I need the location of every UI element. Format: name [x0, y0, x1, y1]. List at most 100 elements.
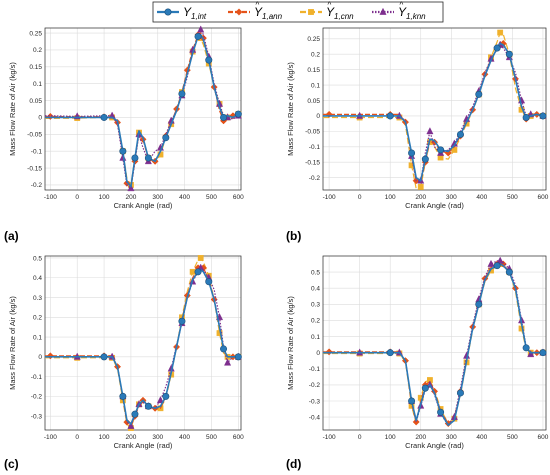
data-point-int — [539, 349, 547, 357]
panel-label: (b) — [286, 229, 301, 243]
chart-panel-c: -100 0 100 200 300 400 500 600 -0.3 -0.2 -0.1 0 0.1 0… — [4, 255, 244, 471]
y-tick-label: 0 — [38, 115, 42, 122]
y-tick-label: -0.1 — [309, 366, 321, 373]
legend-label-knn: Y1,knn — [398, 5, 426, 21]
legend-marker-cnn — [308, 9, 314, 15]
y-tick-labels: -0.2 -0.15 -0.1 -0.05 0 0.05 0.1 0.15 0.2 0.25 — [27, 30, 42, 189]
data-point-int — [456, 389, 464, 397]
legend-entry-int: Y1,int — [157, 5, 207, 21]
y-tick-label: 0 — [316, 113, 320, 120]
data-point-int — [539, 112, 547, 120]
y-tick-labels: -0.2 -0.15 -0.1 -0.05 0 0.05 0.1 0.15 0.2 0.25 — [305, 36, 320, 182]
x-tick-label: 200 — [415, 194, 426, 201]
data-point-int — [493, 262, 501, 270]
y-tick-label: 0.2 — [33, 315, 42, 322]
x-tick-label: 500 — [206, 194, 217, 201]
data-point-knn — [487, 259, 495, 267]
y-tick-label: 0.1 — [311, 82, 320, 89]
series-line-cnn — [323, 32, 546, 190]
y-tick-label: 0.2 — [33, 47, 42, 54]
data-point-int — [178, 90, 186, 98]
y-tick-label: 0.1 — [33, 81, 42, 88]
data-point-ann — [412, 418, 420, 426]
x-tick-label: 0 — [75, 434, 79, 441]
x-tick-label: 0 — [75, 194, 79, 201]
y-tick-label: 0.3 — [33, 295, 42, 302]
data-point-int — [220, 345, 228, 353]
data-point-int — [437, 408, 445, 416]
data-point-int — [421, 155, 429, 163]
axes-box — [322, 27, 547, 191]
y-tick-label: -0.4 — [309, 414, 321, 421]
x-tick-label: 300 — [152, 434, 163, 441]
panel-label: (c) — [4, 457, 19, 471]
data-point-int — [386, 349, 394, 357]
y-tick-label: -0.2 — [31, 394, 43, 401]
data-point-int — [522, 113, 530, 121]
data-point-int — [437, 146, 445, 154]
data-point-int — [505, 268, 513, 276]
data-point-cnn — [497, 29, 504, 36]
chart-panel-d: -100 0 100 200 300 400 500 600 -0.4 -0.3 -0.2 -0.1 0… — [286, 255, 549, 471]
legend-label-cnn: Y1,cnn — [326, 5, 354, 21]
legend-label-ann: Y1,ann — [254, 5, 283, 21]
y-tick-label: 0 — [38, 354, 42, 361]
y-tick-label: 0.25 — [307, 36, 320, 43]
x-tick-label: 500 — [507, 434, 518, 441]
y-tick-label: 0.5 — [311, 269, 320, 276]
data-point-int — [475, 300, 483, 308]
axes-box — [322, 255, 547, 431]
y-tick-label: -0.3 — [309, 398, 321, 405]
data-point-int — [100, 353, 108, 361]
y-axis-label: Mass Flow Rate of Air (kg/s) — [8, 62, 17, 156]
y-tick-label: 0.25 — [29, 30, 42, 37]
x-tick-labels: -100 0 100 200 300 400 500 600 — [44, 194, 244, 201]
data-point-int — [234, 353, 242, 361]
x-tick-label: 200 — [125, 434, 136, 441]
y-tick-labels: -0.4 -0.3 -0.2 -0.1 0 0.1 0.2 0.3 0.4 0.5 — [309, 269, 321, 421]
chart-panel-a: -100 0 100 200 300 400 500 600 -0.2 -0.15 -0.1 -0.0… — [4, 25, 244, 243]
data-point-int — [144, 154, 152, 162]
data-point-int — [505, 50, 513, 58]
y-axis-label: Mass Flow Rate of Air (kg/s) — [286, 296, 295, 390]
y-tick-label: 0.1 — [311, 334, 320, 341]
x-tick-label: 400 — [179, 434, 190, 441]
y-tick-label: -0.3 — [31, 413, 43, 420]
data-point-knn — [156, 396, 164, 404]
y-tick-label: -0.15 — [305, 160, 320, 167]
grid — [323, 256, 546, 430]
y-tick-label: -0.1 — [309, 144, 321, 151]
x-tick-label: 300 — [152, 194, 163, 201]
panel-label: (a) — [4, 229, 19, 243]
x-tick-label: 600 — [233, 434, 244, 441]
data-point-int — [386, 112, 394, 120]
y-tick-label: -0.1 — [31, 148, 43, 155]
data-point-int — [131, 410, 139, 418]
series-line-int — [323, 263, 546, 426]
x-tick-label: 600 — [538, 194, 549, 201]
data-point-int — [408, 397, 416, 405]
x-tick-label: 200 — [415, 434, 426, 441]
data-point-int — [162, 392, 170, 400]
x-axis-label: Crank Angle (rad) — [405, 201, 464, 210]
y-tick-label: -0.15 — [27, 165, 42, 172]
x-tick-label: -100 — [323, 194, 336, 201]
legend-label-int: Y1,int — [183, 5, 207, 21]
y-tick-label: 0.15 — [29, 64, 42, 71]
x-tick-label: 600 — [233, 194, 244, 201]
panel-label: (d) — [286, 457, 301, 471]
y-tick-labels: -0.3 -0.2 -0.1 0 0.1 0.2 0.3 0.4 0.5 — [31, 255, 43, 420]
x-tick-label: -100 — [44, 194, 57, 201]
x-tick-label: 300 — [446, 434, 457, 441]
y-tick-label: 0.5 — [33, 255, 42, 262]
data-point-cnn — [197, 255, 204, 261]
data-point-int — [119, 147, 127, 155]
series-knn — [45, 25, 242, 192]
data-point-knn — [426, 127, 434, 135]
y-tick-label: 0.15 — [307, 67, 320, 74]
x-tick-label: 0 — [358, 434, 362, 441]
grid — [323, 28, 546, 190]
y-tick-label: 0.05 — [29, 98, 42, 105]
chart-panel-b: -100 0 100 200 300 400 500 600 -0.2 -0.15 -0.1 -0.0… — [286, 27, 549, 243]
